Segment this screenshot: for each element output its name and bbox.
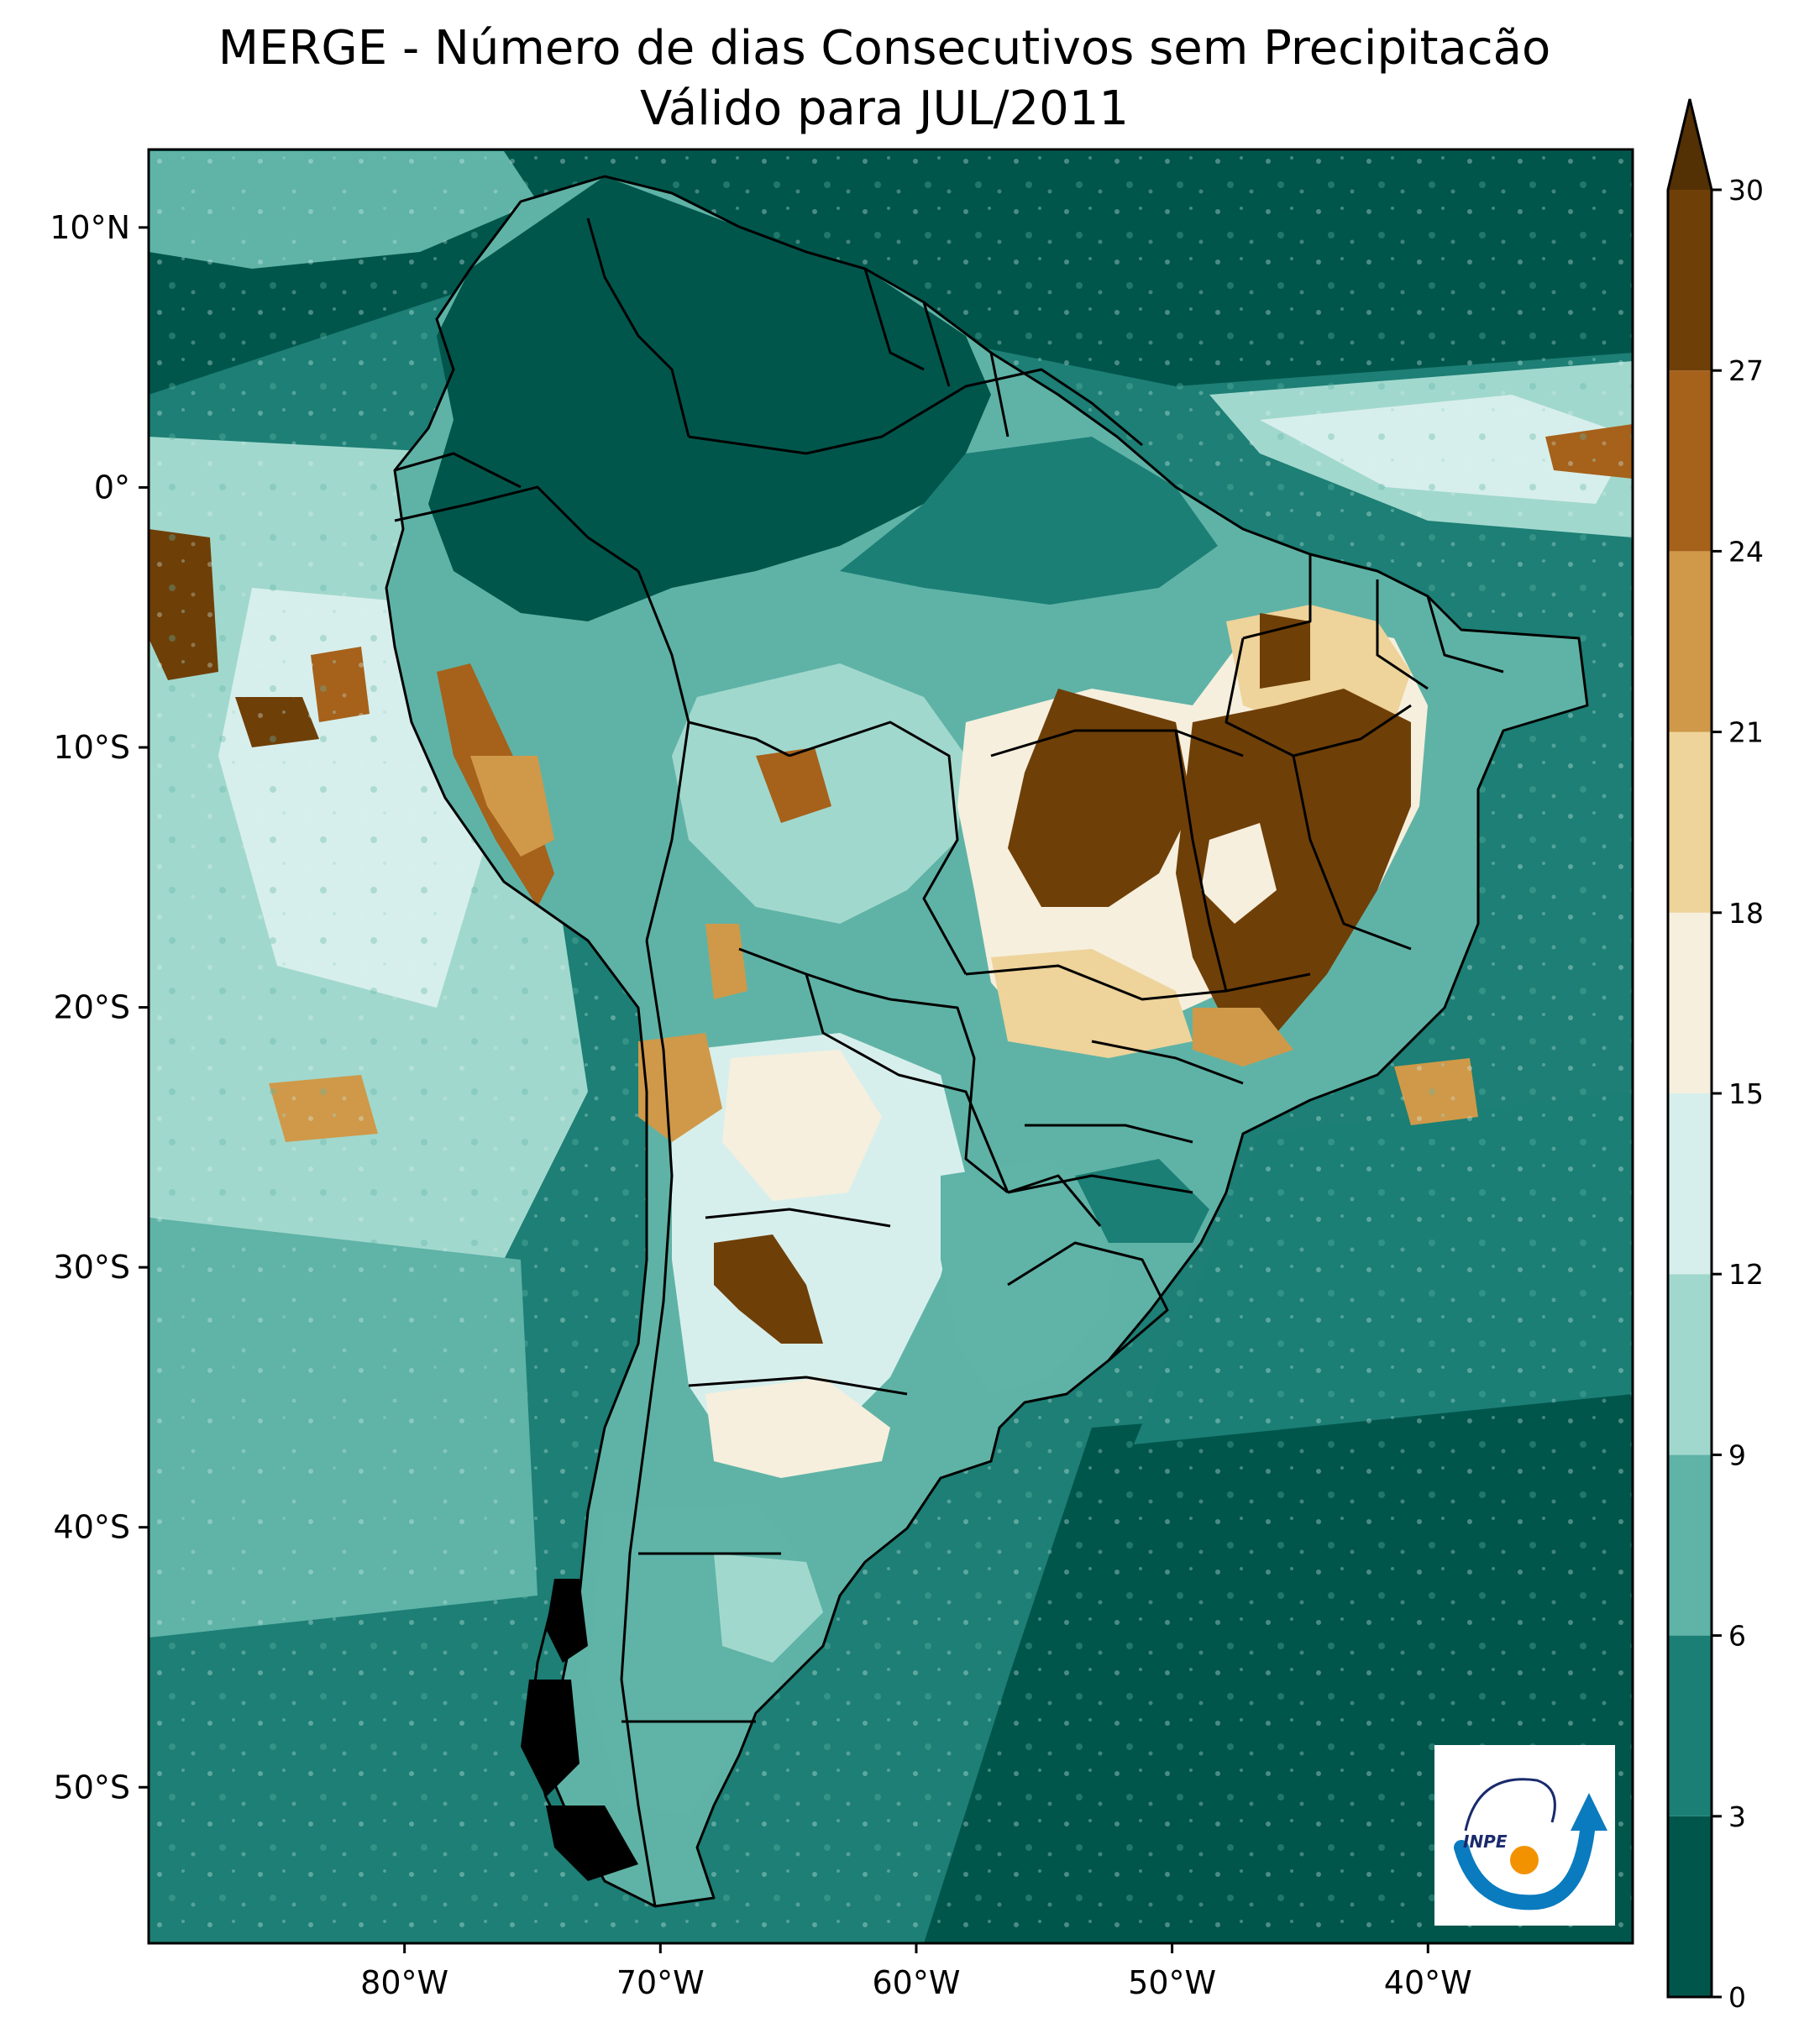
- land-patch-cuyo-brown: [714, 1234, 823, 1344]
- border-brazil-state-1: [990, 729, 1244, 757]
- colorbar-tick-label: 12: [1728, 1258, 1764, 1291]
- land-patch-south-mid: [941, 1159, 1117, 1394]
- land-patch-pampa-cream: [705, 1377, 890, 1478]
- inpe-logo-arc: [1454, 1823, 1595, 1910]
- land-patch-andes-tan: [470, 756, 554, 857]
- inpe-logo-arrowhead: [1571, 1793, 1607, 1831]
- colorbar-tick-label: 18: [1728, 897, 1764, 930]
- land-patch-atacama-tan: [638, 1033, 722, 1142]
- colorbar-tick-label: 9: [1728, 1439, 1746, 1471]
- south-america-landmass: [386, 176, 1587, 1906]
- border-brazil-state-10: [1426, 595, 1504, 673]
- y-tick-label: 10°N: [50, 209, 130, 246]
- colorbar-extend-triangle: [1668, 99, 1712, 190]
- y-tick-label: 20°S: [54, 989, 130, 1026]
- colorbar-tick-label: 30: [1728, 174, 1764, 207]
- border-argentina-chile: [620, 940, 674, 1907]
- y-axis: 10°N 0° 10°S 20°S 30°S 40°S 50°S: [50, 209, 149, 1806]
- border-brazil-state-5: [965, 964, 1311, 1001]
- border-paraguay-brazil: [889, 998, 1009, 1194]
- fjord-cluster-2: [521, 1680, 579, 1797]
- border-brazil-state-4: [1292, 755, 1412, 951]
- colorbar-segment: [1668, 1093, 1712, 1275]
- border-brazil-state-2: [1174, 730, 1228, 992]
- border-guianas: [863, 268, 1010, 438]
- title-line-2: Válido para JUL/2011: [640, 81, 1129, 136]
- colorbar-segment: [1668, 190, 1712, 371]
- colorbar: 0 3 6 9 12 15 18 21 24 27 30: [1666, 98, 1764, 2014]
- x-tick-label: 80°W: [360, 1964, 448, 2001]
- coastline: [385, 175, 1589, 1908]
- border-argentina-provinces: [621, 1208, 908, 1723]
- y-tick-label: 40°S: [54, 1509, 130, 1546]
- border-bolivia-brazil: [789, 721, 968, 975]
- land-patch-cerrado-cream-inner: [1201, 823, 1277, 924]
- inpe-logo-icon: [1454, 1778, 1607, 1910]
- y-tick-label: 0°: [94, 469, 130, 506]
- land-field: [386, 176, 1587, 1906]
- inpe-logo-text: INPE: [1463, 1832, 1508, 1852]
- land-patch-bolivia-brown: [756, 747, 831, 823]
- border-argentina-brazil: [1007, 1174, 1102, 1227]
- border-bolivia-paraguay: [738, 947, 891, 1001]
- colorbar-segment: [1668, 731, 1712, 913]
- colorbar-segment: [1668, 1816, 1712, 1997]
- border-brazil-state-8: [1007, 1174, 1193, 1194]
- y-tick-label: 30°S: [54, 1249, 130, 1286]
- colorbar-tick-label: 24: [1728, 535, 1764, 568]
- border-brazil-state-7: [1025, 1124, 1193, 1144]
- border-brazil-state-11: [1242, 554, 1312, 640]
- x-axis: 80°W 70°W 60°W 50°W 40°W: [360, 1943, 1472, 2001]
- land-patch-uruguay-dark: [1075, 1159, 1209, 1243]
- map-panel: INPE: [149, 149, 1633, 1943]
- land-patch-southeast-tan: [1193, 1008, 1293, 1067]
- border-colombia-venezuela: [586, 218, 690, 438]
- border-uruguay: [1007, 1241, 1169, 1362]
- x-tick-label: 50°W: [1128, 1964, 1216, 2001]
- political-borders: [385, 175, 1589, 1908]
- x-tick-label: 40°W: [1384, 1964, 1472, 2001]
- border-brazil-state-9: [1376, 579, 1429, 690]
- map-frame: [147, 148, 1634, 1945]
- colorbar-segment: [1668, 551, 1712, 732]
- colorbar-segment: [1668, 912, 1712, 1093]
- colorbar-tick-label: 15: [1728, 1077, 1764, 1110]
- inpe-logo: INPE: [1434, 1745, 1615, 1926]
- x-tick-label: 60°W: [872, 1964, 960, 2001]
- y-tick-label: 10°S: [54, 729, 130, 766]
- inpe-logo-orbit: [1464, 1778, 1556, 1832]
- inpe-logo-dot: [1510, 1846, 1539, 1874]
- land-patch-cerrado-tan-2: [991, 949, 1193, 1058]
- colorbar-tick-label: 0: [1728, 1981, 1746, 2014]
- land-patch-patagonia-light: [714, 1554, 823, 1663]
- colorbar-segment: [1668, 1274, 1712, 1455]
- border-paraguay-argentina: [805, 973, 1010, 1193]
- fjord-cluster-1: [546, 1579, 588, 1663]
- border-brazil-north: [688, 368, 1143, 455]
- land-patch-cerrado-brown-2: [1176, 689, 1411, 1033]
- colorbar-outline: [1666, 98, 1713, 1999]
- colorbar-tick-label: 21: [1728, 716, 1764, 749]
- land-patch-chaco-cream: [722, 1050, 882, 1201]
- land-patch-amazon-dark: [428, 176, 991, 621]
- land-patch-cerrado-brown-1: [1008, 689, 1193, 907]
- colorbar-segment: [1668, 1454, 1712, 1636]
- colorbar-segment: [1668, 370, 1712, 552]
- x-tick-label: 70°W: [616, 1964, 705, 2001]
- colorbar-tick-label: 27: [1728, 354, 1764, 387]
- y-tick-label: 50°S: [54, 1769, 130, 1806]
- colorbar-tick-label: 6: [1728, 1620, 1746, 1653]
- fjord-cluster-3: [546, 1806, 638, 1881]
- border-ecuador: [394, 452, 522, 489]
- border-colombia-peru: [394, 485, 639, 573]
- colorbar-tick-label: 3: [1728, 1800, 1746, 1833]
- colorbar-segment: [1668, 1635, 1712, 1816]
- chile-fjords: [521, 1579, 638, 1881]
- title-line-1: MERGE - Número de dias Consecutivos sem …: [218, 21, 1550, 76]
- land-patch-amazon-mid: [840, 437, 1218, 605]
- border-brazil-state-6: [1091, 1040, 1244, 1085]
- border-bolivia-chile: [645, 721, 690, 941]
- land-patch-atacama-tan-2: [705, 924, 747, 999]
